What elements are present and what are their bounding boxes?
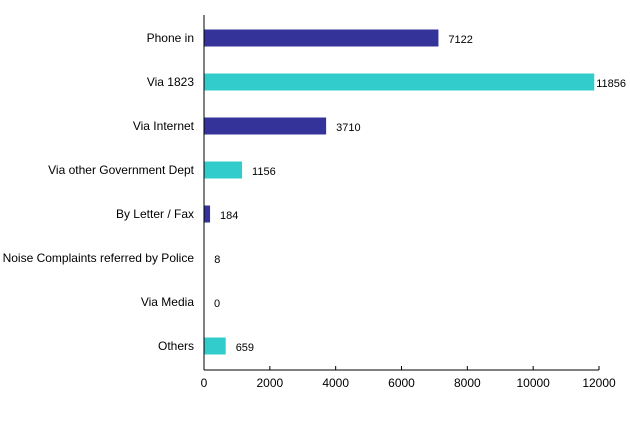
x-tick-label: 8000	[454, 376, 481, 390]
category-label: Phone in	[147, 31, 194, 45]
bar	[204, 118, 326, 135]
x-tick-label: 0	[201, 376, 208, 390]
category-label: Others	[158, 339, 194, 353]
bar	[204, 162, 242, 179]
bar	[204, 338, 226, 355]
category-label: Via other Government Dept	[48, 163, 195, 177]
data-label: 184	[220, 210, 238, 222]
data-label: 11856	[596, 78, 626, 90]
data-label: 3710	[336, 122, 360, 134]
data-label: 8	[214, 254, 220, 266]
x-tick-label: 6000	[388, 376, 415, 390]
category-label: Via 1823	[147, 75, 194, 89]
bar	[204, 30, 438, 47]
x-tick-label: 2000	[256, 376, 283, 390]
bar	[204, 206, 210, 223]
x-tick-label: 4000	[322, 376, 349, 390]
category-label: By Letter / Fax	[116, 207, 194, 221]
data-label: 0	[214, 298, 220, 310]
category-label: Noise Complaints referred by Police	[3, 251, 195, 265]
category-label: Via Media	[141, 295, 194, 309]
data-label: 1156	[252, 166, 276, 178]
data-label: 7122	[448, 34, 472, 46]
category-label: Via Internet	[133, 119, 195, 133]
data-label: 659	[236, 342, 254, 354]
bar	[204, 74, 594, 91]
x-tick-label: 12000	[582, 376, 616, 390]
x-tick-label: 10000	[516, 376, 550, 390]
